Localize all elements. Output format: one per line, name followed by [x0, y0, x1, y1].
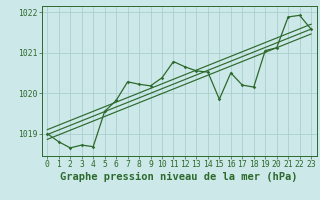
X-axis label: Graphe pression niveau de la mer (hPa): Graphe pression niveau de la mer (hPa)	[60, 172, 298, 182]
